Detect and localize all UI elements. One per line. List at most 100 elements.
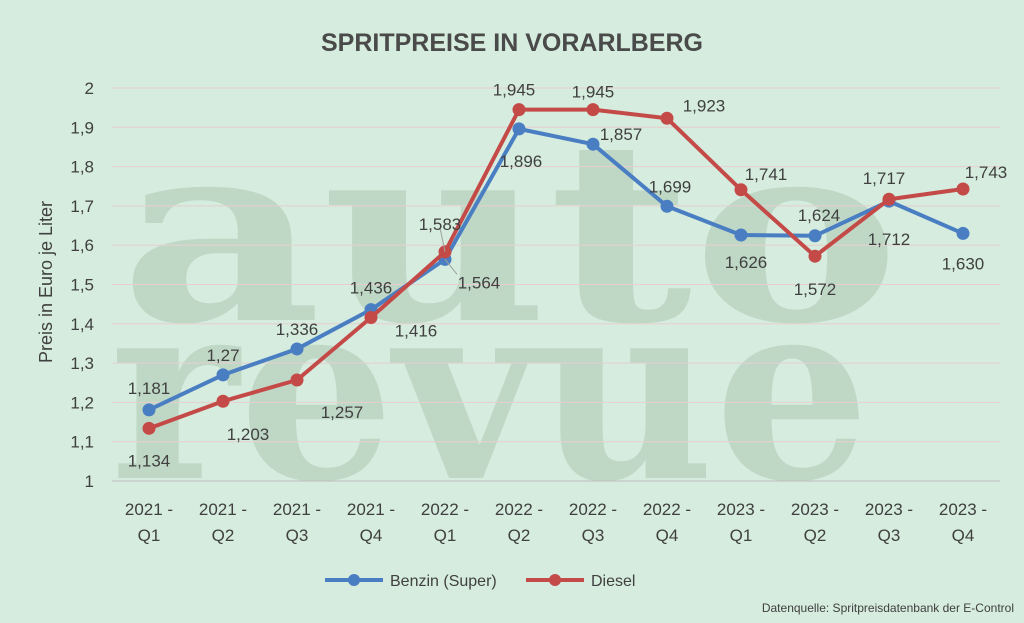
x-tick-label-year: 2023 - [865, 500, 913, 519]
source-note: Datenquelle: Spritpreisdatenbank der E-C… [762, 601, 1014, 615]
data-label-benzin: 1,624 [798, 206, 841, 225]
data-label-benzin: 1,336 [276, 320, 319, 339]
x-tick-label-quarter: Q4 [656, 526, 679, 545]
series-lines [142, 103, 970, 435]
data-label-diesel: 1,572 [794, 280, 837, 299]
legend-marker-benzin [348, 574, 360, 586]
x-tick-label-quarter: Q1 [730, 526, 753, 545]
data-label-diesel: 1,717 [863, 169, 906, 188]
watermark: auto revue [110, 85, 900, 537]
watermark-auto: auto [120, 85, 900, 379]
data-point-diesel [882, 192, 896, 206]
data-point-benzin [216, 368, 230, 382]
data-label-benzin: 1,181 [128, 379, 171, 398]
data-point-diesel [512, 103, 526, 117]
y-tick-label: 2 [85, 79, 94, 98]
x-tick-label-quarter: Q4 [952, 526, 975, 545]
data-point-benzin [586, 137, 600, 151]
x-tick-label-year: 2023 - [717, 500, 765, 519]
data-label-diesel: 1,134 [128, 451, 171, 470]
x-tick-label-quarter: Q1 [434, 526, 457, 545]
data-label-diesel: 1,945 [493, 81, 536, 100]
legend-item-diesel: Diesel [526, 573, 635, 590]
data-label-benzin: 1,630 [942, 254, 985, 273]
x-tick-label-quarter: Q3 [582, 526, 605, 545]
data-point-benzin [660, 199, 674, 213]
gridlines [112, 87, 1000, 482]
series-line-benzin [147, 126, 965, 412]
y-axis-ticks: 1 1,1 1,2 1,3 1,4 1,5 1,6 1,7 1,8 1,9 2 [70, 79, 94, 491]
series-line-diesel [147, 107, 965, 431]
legend-item-benzin: Benzin (Super) [325, 573, 497, 590]
legend-marker-diesel [549, 574, 561, 586]
data-point-benzin [956, 226, 970, 240]
data-label-diesel: 1,257 [321, 403, 364, 422]
data-point-diesel [142, 421, 156, 435]
y-tick-label: 1,2 [70, 393, 94, 412]
data-label-leader [439, 227, 446, 252]
y-tick-label: 1,8 [70, 158, 94, 177]
legend-label-benzin: Benzin (Super) [390, 573, 497, 590]
data-label-benzin: 1,436 [350, 279, 393, 298]
y-tick-label: 1,5 [70, 276, 94, 295]
data-point-benzin [512, 122, 526, 136]
legend: Benzin (Super) Diesel [325, 573, 635, 590]
data-label-benzin: 1,27 [206, 346, 239, 365]
data-label-diesel: 1,416 [395, 322, 438, 341]
x-tick-label-year: 2021 - [273, 500, 321, 519]
x-tick-label-year: 2021 - [125, 500, 173, 519]
x-tick-label-year: 2022 - [421, 500, 469, 519]
x-tick-label-quarter: Q4 [360, 526, 383, 545]
data-point-diesel [808, 249, 822, 263]
y-tick-label: 1,7 [70, 197, 94, 216]
data-label-benzin: 1,857 [600, 125, 643, 144]
chart-title: SPRITPREISE IN VORARLBERG [321, 29, 703, 57]
data-label-benzin: 1,564 [458, 273, 501, 292]
x-tick-label-year: 2023 - [791, 500, 839, 519]
x-tick-label-quarter: Q1 [138, 526, 161, 545]
x-tick-label-quarter: Q2 [804, 526, 827, 545]
legend-label-diesel: Diesel [591, 573, 635, 590]
data-label-benzin: 1,699 [649, 177, 692, 196]
watermark-revue: revue [110, 243, 870, 537]
y-tick-label: 1,9 [70, 118, 94, 137]
data-label-diesel: 1,583 [419, 215, 462, 234]
data-label-benzin: 1,626 [725, 253, 768, 272]
x-tick-label-quarter: Q3 [286, 526, 309, 545]
y-tick-label: 1 [85, 472, 94, 491]
y-tick-label: 1,6 [70, 236, 94, 255]
data-point-benzin [808, 229, 822, 243]
data-label-diesel: 1,945 [572, 83, 615, 102]
data-label-diesel: 1,743 [965, 163, 1008, 182]
x-tick-label-year: 2022 - [569, 500, 617, 519]
data-point-benzin [290, 342, 304, 356]
data-point-diesel [956, 182, 970, 196]
data-labels: 1,181 1,27 1,336 1,436 1,564 1,896 1,857 1,699 1… [128, 81, 1008, 471]
data-label-benzin: 1,712 [868, 230, 911, 249]
y-tick-label: 1,3 [70, 354, 94, 373]
data-label-benzin: 1,896 [500, 152, 543, 171]
data-point-diesel [216, 394, 230, 408]
x-tick-label-quarter: Q2 [508, 526, 531, 545]
y-axis-label: Preis in Euro je Liter [36, 201, 56, 363]
data-label-diesel: 1,741 [745, 165, 788, 184]
y-tick-label: 1,4 [70, 315, 94, 334]
data-point-benzin [734, 228, 748, 242]
x-tick-label-year: 2021 - [199, 500, 247, 519]
data-point-benzin [142, 403, 156, 417]
x-tick-label-year: 2023 - [939, 500, 987, 519]
data-label-leader [444, 259, 458, 275]
data-point-diesel [290, 373, 304, 387]
data-point-diesel [734, 183, 748, 197]
x-tick-label-year: 2021 - [347, 500, 395, 519]
x-tick-label-year: 2022 - [643, 500, 691, 519]
x-tick-label-year: 2022 - [495, 500, 543, 519]
x-axis-ticks: 2021 - Q1 2021 - Q2 2021 - Q3 2021 - Q4 2022 - Q1… [125, 500, 987, 545]
data-point-diesel [364, 311, 378, 325]
y-tick-label: 1,1 [70, 433, 94, 452]
x-tick-label-quarter: Q3 [878, 526, 901, 545]
data-point-diesel [586, 103, 600, 117]
data-point-diesel [660, 111, 674, 125]
